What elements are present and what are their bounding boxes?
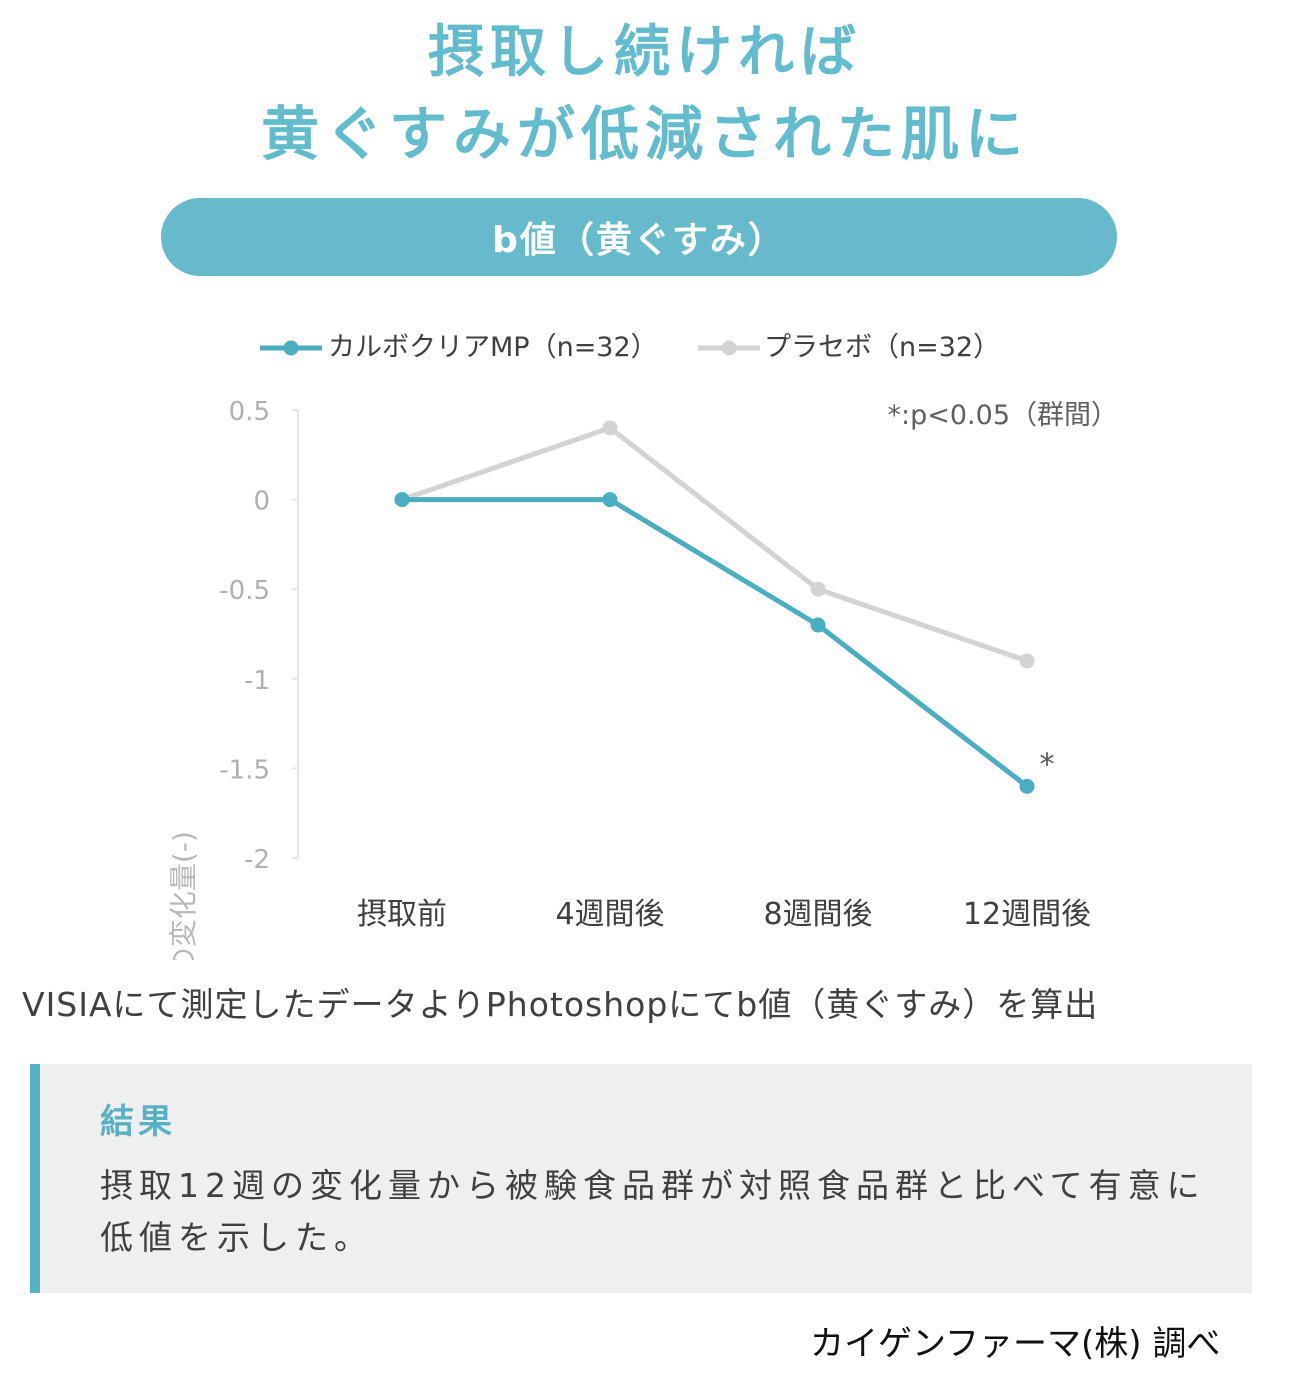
legend-item-carboclear: カルボクリアMP（n=32） <box>260 332 658 363</box>
data-point <box>810 581 826 597</box>
data-point <box>602 420 618 436</box>
legend-label: プラセボ（n=32） <box>764 332 1000 363</box>
x-tick-label: 4週間後 <box>555 897 664 932</box>
legend-marker <box>721 340 737 356</box>
x-tick-label: 12週間後 <box>963 897 1091 932</box>
chart-axes: 0.5 0 -0.5 -1 -1.5 -2 摂取前 4週間後 8週間後 12週間後 <box>219 397 1091 932</box>
significance-marker: * <box>1040 747 1055 782</box>
x-tick-label: 摂取前 <box>357 897 447 932</box>
data-point <box>810 617 826 633</box>
result-box: 結果 摂取12週の変化量から被験食品群が対照食品群と比べて有意に低値を示した。 <box>30 1064 1252 1293</box>
chart-background <box>118 298 1170 953</box>
series-line <box>401 425 1028 664</box>
y-tick-label: 0 <box>253 487 270 517</box>
significance-note: *:p<0.05（群間） <box>888 400 1118 431</box>
legend-item-placebo: プラセボ（n=32） <box>698 332 1000 363</box>
y-axis-label: b値の変化量(-) <box>167 831 200 960</box>
legend-marker <box>283 340 299 356</box>
result-title: 結果 <box>100 1102 176 1142</box>
chart-legend: カルボクリアMP（n=32） プラセボ（n=32） <box>260 332 1000 363</box>
headline-line-1: 摂取し続ければ <box>428 20 862 85</box>
result-text: 摂取12週の変化量から被験食品群が対照食品群と比べて有意に低値を示した。 <box>100 1166 1206 1257</box>
y-tick-label: -2 <box>244 845 270 875</box>
data-point <box>1019 778 1035 794</box>
data-point <box>1019 653 1035 669</box>
chart-series: * <box>394 420 1055 794</box>
chart-label-text: b値（黄ぐすみ） <box>492 220 786 261</box>
series-line <box>402 497 1029 789</box>
measurement-caption: VISIAにて測定したデータよりPhotoshopにてb値（黄ぐすみ）を算出 <box>22 985 1099 1024</box>
chart-label-banner: b値（黄ぐすみ） <box>161 198 1117 276</box>
legend-label: カルボクリアMP（n=32） <box>328 332 658 363</box>
line-chart: カルボクリアMP（n=32） プラセボ（n=32） 0.5 0 -0.5 -1 -1.5 -… <box>118 298 1170 960</box>
source-credit: カイゲンファーマ(株) 調べ <box>810 1324 1221 1364</box>
y-tick-label: -1.5 <box>219 755 270 785</box>
data-point <box>602 492 618 508</box>
data-point <box>394 492 410 508</box>
y-tick-label: 0.5 <box>229 397 270 427</box>
series-carboclear <box>394 492 1035 794</box>
headline-line-2: 黄ぐすみが低減された肌に <box>260 100 1029 168</box>
y-tick-label: -0.5 <box>219 576 270 606</box>
x-tick-label: 8週間後 <box>763 897 872 932</box>
y-tick-label: -1 <box>244 666 270 696</box>
